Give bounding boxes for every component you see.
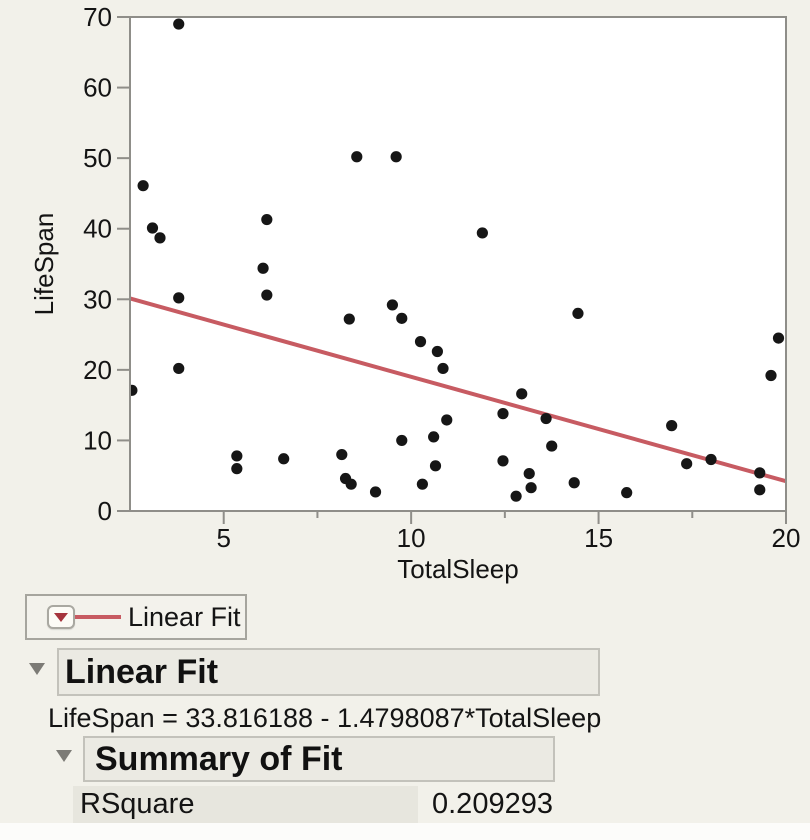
y-tick-label: 70: [83, 2, 112, 32]
y-axis-label: LifeSpan: [29, 213, 59, 316]
fit-line-swatch: [75, 615, 121, 619]
data-point[interactable]: [429, 460, 442, 472]
data-point[interactable]: [754, 484, 766, 496]
data-point[interactable]: [146, 222, 159, 234]
data-point[interactable]: [510, 490, 522, 502]
data-point[interactable]: [525, 482, 537, 494]
data-point[interactable]: [416, 478, 428, 490]
data-point[interactable]: [261, 289, 273, 301]
data-point[interactable]: [621, 487, 633, 499]
data-point[interactable]: [173, 292, 185, 304]
data-point[interactable]: [345, 478, 357, 490]
data-point[interactable]: [681, 458, 693, 470]
data-point[interactable]: [137, 180, 149, 192]
y-tick-label: 40: [83, 214, 112, 244]
data-point[interactable]: [336, 448, 348, 461]
data-point[interactable]: [154, 232, 166, 244]
scatter-plot: 0 10 20 30 40 50 60 70 5 10 15 20 TotalSleep LifeSpan: [29, 2, 800, 584]
fit-popup-button[interactable]: [47, 605, 75, 629]
summary-of-fit-header[interactable]: Summary of Fit: [83, 736, 555, 782]
x-tick-label: 20: [772, 523, 801, 553]
rsquare-value: 0.209293: [432, 788, 553, 820]
legend-label: Linear Fit: [128, 601, 241, 632]
red-popup-triangle-icon: [54, 612, 68, 622]
data-point[interactable]: [257, 262, 269, 274]
plot-frame: [129, 16, 787, 512]
data-point[interactable]: [428, 431, 440, 443]
data-point[interactable]: [173, 18, 185, 30]
x-tick-label: 10: [397, 523, 426, 553]
data-point[interactable]: [126, 384, 138, 396]
linear-fit-line[interactable]: [130, 296, 786, 484]
y-tick-label: 0: [98, 496, 112, 526]
data-point[interactable]: [414, 336, 427, 348]
plot-panel: [130, 17, 786, 511]
data-point[interactable]: [705, 453, 717, 466]
summary-of-fit-title: Summary of Fit: [95, 739, 343, 778]
data-point[interactable]: [441, 414, 453, 426]
y-tick-label: 30: [83, 284, 112, 314]
data-point[interactable]: [765, 369, 777, 382]
data-point[interactable]: [540, 412, 552, 425]
data-point[interactable]: [497, 408, 509, 420]
data-point[interactable]: [386, 299, 398, 311]
y-tick-label: 50: [83, 143, 112, 173]
data-point[interactable]: [261, 213, 273, 226]
data-point[interactable]: [568, 477, 580, 489]
data-point[interactable]: [666, 420, 678, 432]
y-tick-label: 10: [83, 425, 112, 455]
fit-legend: Linear Fit: [25, 594, 247, 640]
summary-of-fit-disclosure-icon[interactable]: [56, 750, 72, 762]
x-tick-label: 15: [584, 523, 613, 553]
data-point[interactable]: [431, 345, 443, 358]
data-point[interactable]: [396, 312, 408, 324]
data-point[interactable]: [476, 227, 488, 239]
data-point[interactable]: [343, 313, 355, 325]
data-points: [126, 18, 785, 502]
rsquare-label: RSquare: [80, 788, 195, 820]
fit-equation: LifeSpan = 33.816188 - 1.4798087*TotalSl…: [48, 703, 602, 733]
linear-fit-disclosure-icon[interactable]: [29, 663, 45, 675]
axis-tick-labels: 0 10 20 30 40 50 60 70 5 10 15 20: [83, 2, 800, 553]
y-tick-label: 20: [83, 355, 112, 385]
data-point[interactable]: [546, 440, 558, 452]
data-point[interactable]: [497, 455, 509, 467]
x-tick-label: 5: [216, 523, 230, 553]
data-point[interactable]: [231, 463, 243, 475]
x-axis-label: TotalSleep: [397, 554, 518, 584]
y-tick-label: 60: [83, 73, 112, 103]
data-point[interactable]: [754, 467, 766, 479]
data-point[interactable]: [231, 450, 243, 462]
data-point[interactable]: [278, 453, 290, 465]
data-point[interactable]: [396, 434, 408, 447]
bottom-strip: [0, 823, 810, 840]
data-point[interactable]: [390, 151, 402, 163]
axis-ticks: [117, 16, 787, 524]
data-point[interactable]: [369, 486, 382, 498]
data-point[interactable]: [516, 388, 528, 400]
data-point[interactable]: [351, 151, 363, 163]
data-point[interactable]: [523, 467, 535, 480]
data-point[interactable]: [772, 332, 785, 344]
rsquare-label-cell: RSquare: [73, 786, 418, 823]
data-point[interactable]: [572, 307, 584, 319]
data-point[interactable]: [173, 362, 185, 375]
linear-fit-header[interactable]: Linear Fit: [57, 648, 600, 696]
linear-fit-title: Linear Fit: [65, 652, 219, 691]
data-point[interactable]: [437, 362, 449, 375]
